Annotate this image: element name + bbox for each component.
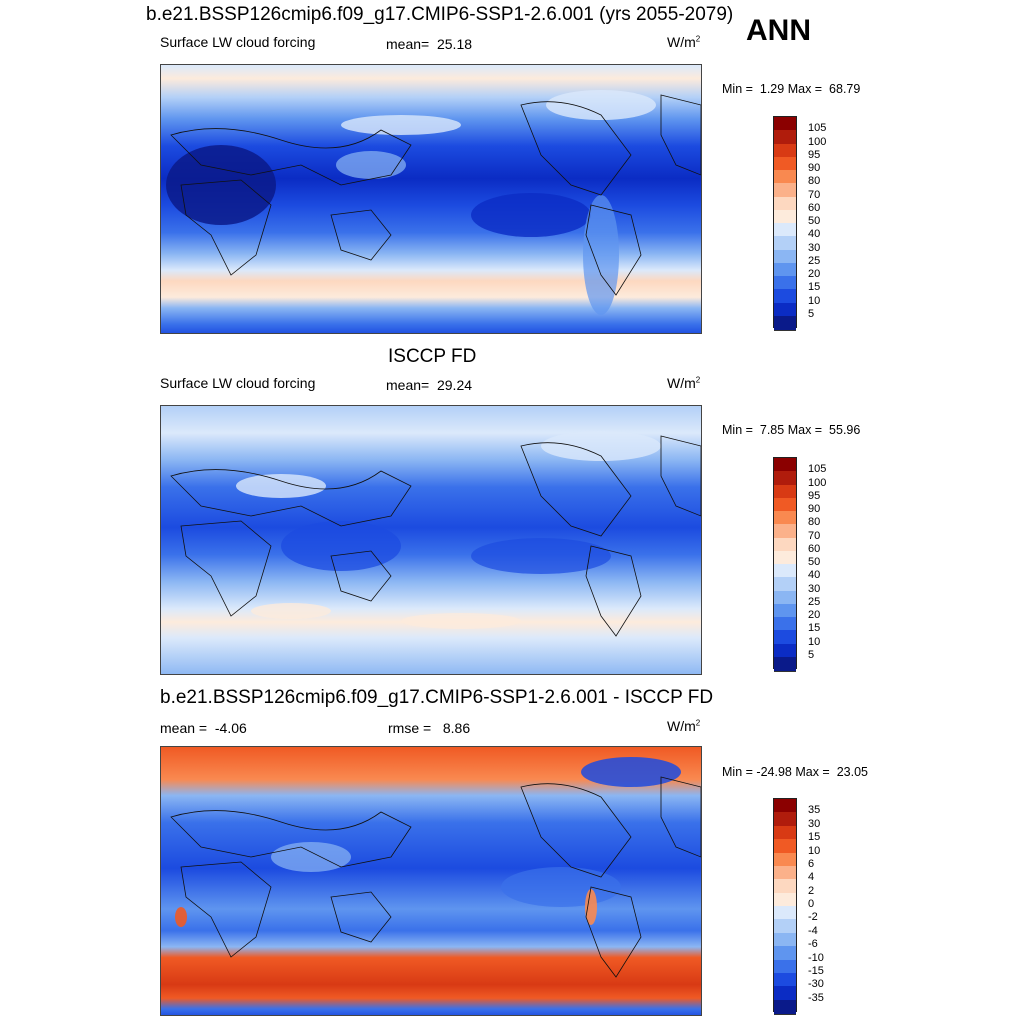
panel-2-mean-value: 29.24 — [436, 377, 473, 393]
panel-1-variable: Surface LW cloud forcing — [160, 34, 316, 50]
panel-1-units: W/m2 — [667, 34, 701, 50]
panel-1-map — [160, 64, 702, 334]
panel-2-minmax: Min = 7.85 Max = 55.96 — [722, 423, 861, 437]
colorbar-tick-label: -6 — [808, 938, 818, 951]
colorbar-tick-label: 30 — [808, 817, 821, 830]
panel-1-mean-value: 25.18 — [436, 36, 473, 52]
colorbar-tick-label: 70 — [808, 529, 821, 542]
colorbar-tick-label: 100 — [808, 135, 827, 148]
colorbar-tick-label: -30 — [808, 978, 824, 991]
panel-3-map — [160, 746, 702, 1016]
colorbar-tick-label: 6 — [808, 857, 815, 870]
panel-3-mean: mean = -4.06 — [160, 720, 247, 736]
colorbar-tick-label: 5 — [808, 648, 815, 661]
colorbar-tick-label: 60 — [808, 201, 821, 214]
colorbar-tick-label: -4 — [808, 924, 818, 937]
panel-2-title: ISCCP FD — [388, 346, 477, 367]
colorbar-tick-label: 10 — [808, 294, 821, 307]
colorbar-tick-label: 80 — [808, 516, 821, 529]
colorbar-box — [773, 798, 797, 1015]
colorbar-tick-label: 50 — [808, 556, 821, 568]
panel-2-mean: mean= 29.24 — [386, 377, 472, 393]
colorbar-tick-label: 100 — [808, 476, 827, 489]
colorbar-tick-label: 30 — [808, 582, 821, 595]
colorbar-tick-label: 95 — [808, 148, 821, 161]
panel-3-title: b.e21.BSSP126cmip6.f09_g17.CMIP6-SSP1-2.… — [160, 687, 714, 708]
colorbar-tick-label: 15 — [808, 831, 821, 844]
colorbar-tick-label: -15 — [808, 964, 824, 977]
colorbar-tick-label: 95 — [808, 489, 821, 502]
panel-2-units: W/m2 — [667, 375, 701, 391]
colorbar-box — [773, 116, 797, 331]
colorbar-segment — [774, 656, 796, 672]
colorbar-tick-label: 10 — [808, 844, 821, 857]
panel-3-rmse-value: 8.86 — [442, 720, 471, 736]
colorbar-tick-label: 105 — [808, 463, 827, 476]
colorbar-tick-label: 20 — [808, 268, 821, 280]
colorbar-tick-label: 4 — [808, 871, 815, 884]
colorbar-tick-label: 90 — [808, 162, 821, 174]
colorbar-tick-label: 25 — [808, 595, 821, 608]
colorbar-tick-label: 40 — [808, 569, 821, 582]
colorbar-tick-label: -35 — [808, 991, 824, 1004]
colorbar-segment — [774, 999, 796, 1015]
colorbar-tick-label: 5 — [808, 307, 815, 320]
colorbar-tick-label: -2 — [808, 911, 818, 924]
colorbar-tick-label: 30 — [808, 241, 821, 254]
colorbar-tick-label: 105 — [808, 122, 827, 135]
panel-1-title: b.e21.BSSP126cmip6.f09_g17.CMIP6-SSP1-2.… — [146, 4, 734, 25]
colorbar-tick-label: 90 — [808, 503, 821, 515]
colorbar-tick-label: 10 — [808, 635, 821, 648]
panel-3-minmax: Min = -24.98 Max = 23.05 — [722, 765, 868, 779]
colorbar-tick-label: 20 — [808, 609, 821, 621]
panel-3-rmse: rmse = 8.86 — [388, 720, 470, 736]
colorbar-tick-label: 70 — [808, 188, 821, 201]
panel-3-mean-label: mean = — [160, 720, 208, 736]
panel-1-minmax: Min = 1.29 Max = 68.79 — [722, 82, 861, 96]
colorbar-tick-label: 0 — [808, 898, 815, 910]
panel-2-variable: Surface LW cloud forcing — [160, 375, 316, 391]
season-label: ANN — [746, 14, 811, 47]
panel-1-mean: mean= 25.18 — [386, 36, 472, 52]
colorbar-tick-label: -10 — [808, 951, 824, 964]
colorbar-tick-label: 15 — [808, 622, 821, 635]
panel-3-mean-value: -4.06 — [214, 720, 247, 736]
panel-2-map — [160, 405, 702, 675]
colorbar-tick-label: 35 — [808, 804, 821, 817]
colorbar-tick-label: 80 — [808, 175, 821, 188]
panel-3-units: W/m2 — [667, 718, 701, 734]
panel-2-mean-label: mean= — [386, 377, 430, 393]
colorbar-box — [773, 457, 797, 672]
colorbar-tick-label: 50 — [808, 215, 821, 227]
panel-3-rmse-label: rmse = — [388, 720, 432, 736]
colorbar-tick-label: 15 — [808, 281, 821, 294]
colorbar-tick-label: 2 — [808, 884, 815, 897]
colorbar-segment — [774, 315, 796, 331]
panel-1-mean-label: mean= — [386, 36, 430, 52]
colorbar-tick-label: 60 — [808, 542, 821, 555]
colorbar-tick-label: 40 — [808, 228, 821, 241]
colorbar-tick-label: 25 — [808, 254, 821, 267]
